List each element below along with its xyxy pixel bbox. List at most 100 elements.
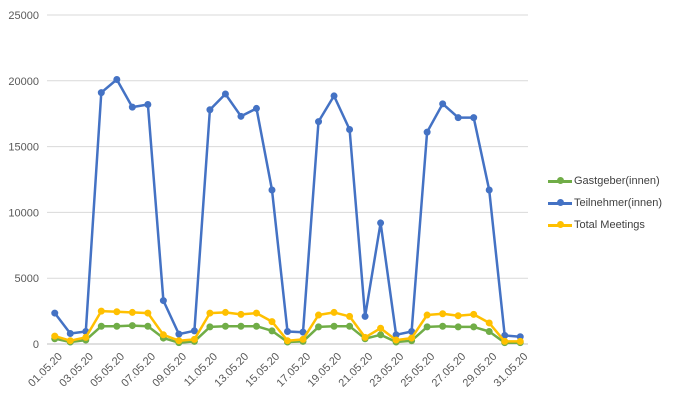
data-point [206, 106, 214, 114]
series-line [53, 78, 521, 339]
data-point [206, 323, 214, 331]
data-point [113, 75, 121, 83]
data-point [190, 327, 198, 335]
data-point [439, 310, 447, 318]
data-point [485, 319, 493, 327]
data-point [221, 90, 229, 98]
data-point [299, 328, 307, 336]
data-point [315, 311, 323, 319]
data-point [252, 322, 260, 330]
data-point [268, 318, 276, 326]
data-point [221, 308, 229, 316]
data-point [144, 309, 152, 317]
legend-label-gastgeber: Gastgeber(innen) [574, 175, 660, 187]
legend-swatch-teilnehmer [548, 198, 572, 208]
y-tick-label: 15000 [8, 142, 39, 154]
data-point [470, 323, 478, 331]
data-point [237, 112, 245, 120]
data-point [423, 128, 431, 136]
y-axis-tick-labels: 0 5000 10000 15000 20000 25000 [8, 10, 39, 351]
legend-label-total-meetings: Total Meetings [574, 219, 645, 231]
data-point [470, 310, 478, 318]
legend-item-gastgeber: Gastgeber(innen) [548, 170, 678, 192]
data-point [330, 92, 338, 100]
data-point [454, 312, 462, 320]
legend-swatch-total-meetings [548, 220, 572, 230]
data-point [299, 335, 307, 343]
data-point [128, 308, 136, 316]
data-point [284, 337, 291, 345]
data-point [252, 309, 260, 317]
data-point [175, 337, 183, 345]
x-tick-label: 09.05.20 [150, 351, 189, 390]
data-point [97, 322, 105, 330]
legend-marker [557, 199, 564, 206]
data-point [175, 330, 183, 338]
data-point [423, 311, 431, 319]
data-point [51, 309, 59, 317]
data-point [454, 114, 462, 122]
data-point [66, 337, 74, 345]
data-point [346, 125, 354, 133]
legend-item-teilnehmer: Teilnehmer(innen) [548, 192, 678, 214]
data-point [423, 323, 431, 331]
data-point [439, 100, 447, 108]
data-point [315, 323, 323, 331]
data-point [501, 337, 509, 345]
data-point [159, 297, 167, 305]
y-tick-label: 25000 [8, 10, 39, 22]
data-point [454, 323, 462, 331]
data-point [51, 332, 59, 340]
legend-marker [557, 221, 564, 228]
data-point [516, 337, 524, 345]
data-point [190, 335, 198, 343]
data-point [330, 322, 338, 330]
data-point [128, 322, 136, 330]
data-point [377, 219, 385, 227]
data-point [284, 327, 291, 335]
data-point [113, 308, 121, 316]
legend-item-total-meetings: Total Meetings [548, 214, 678, 236]
data-point [470, 114, 478, 122]
data-point [97, 307, 105, 315]
legend-label-teilnehmer: Teilnehmer(innen) [574, 197, 663, 209]
data-point [113, 322, 121, 330]
data-point [315, 118, 323, 126]
series-layer [51, 75, 524, 347]
y-tick-label: 0 [33, 339, 39, 351]
gridlines [47, 14, 528, 279]
data-point [82, 333, 90, 341]
data-point [377, 331, 385, 339]
data-point [66, 329, 74, 337]
data-point [237, 322, 245, 330]
data-point [361, 312, 369, 320]
data-point [346, 312, 354, 320]
chart-legend: Gastgeber(innen) Teilnehmer(innen) Total… [548, 170, 678, 236]
series-2 [51, 307, 524, 345]
y-tick-label: 10000 [8, 207, 39, 219]
data-point [268, 186, 276, 194]
data-point [268, 327, 276, 335]
data-point [221, 322, 229, 330]
series-1 [51, 75, 524, 341]
legend-marker [557, 177, 564, 184]
data-point [485, 186, 493, 194]
data-point [408, 334, 416, 342]
data-point [159, 331, 167, 339]
data-point [485, 327, 493, 335]
data-point [144, 100, 152, 108]
data-point [206, 309, 214, 317]
data-point [128, 103, 136, 111]
data-point [377, 324, 385, 332]
data-point [330, 308, 338, 316]
data-point [392, 336, 400, 344]
x-axis-tick-labels: 01.05.2003.05.2005.05.2007.05.2009.05.20… [26, 351, 530, 390]
y-tick-label: 5000 [15, 273, 39, 285]
data-point [361, 333, 369, 341]
x-tick-label: 31.05.20 [492, 351, 531, 390]
legend-swatch-gastgeber [548, 176, 572, 186]
data-point [439, 322, 447, 330]
data-point [144, 322, 152, 330]
y-tick-label: 20000 [8, 76, 39, 88]
